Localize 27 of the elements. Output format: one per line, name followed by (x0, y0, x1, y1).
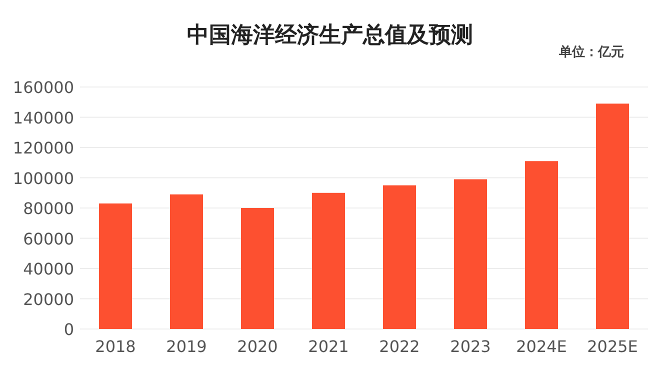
bar (383, 185, 416, 329)
bar (525, 161, 558, 329)
bar (99, 203, 132, 329)
y-tick-label: 60000 (23, 229, 74, 248)
y-tick-label: 20000 (23, 290, 74, 309)
text: 单位：亿元 (558, 44, 624, 60)
bar (241, 208, 274, 329)
bar (454, 179, 487, 329)
bar (170, 194, 203, 329)
y-tick-label: 160000 (12, 78, 74, 97)
y-tick-label: 0 (64, 320, 74, 339)
y-tick-label: 40000 (23, 260, 74, 278)
x-tick-label: 2019 (166, 337, 207, 356)
x-tick-label: 2024E (516, 337, 567, 356)
x-tick-label: 2025E (587, 337, 638, 356)
y-tick-label: 140000 (12, 108, 74, 128)
x-tick-label: 2021 (308, 337, 349, 356)
y-tick-label: 120000 (12, 138, 74, 158)
x-tick-label: 2023 (450, 337, 491, 356)
x-tick-label: 2020 (237, 337, 278, 356)
chart-title: 中国海洋经济生产总值及预测 (187, 22, 473, 48)
y-tick-label: 100000 (12, 168, 74, 188)
y-tick-label: 80000 (23, 199, 74, 218)
bar (312, 192, 345, 329)
x-tick-label: 2018 (95, 337, 136, 356)
bar (596, 104, 629, 329)
x-tick-label: 2022 (379, 337, 420, 356)
